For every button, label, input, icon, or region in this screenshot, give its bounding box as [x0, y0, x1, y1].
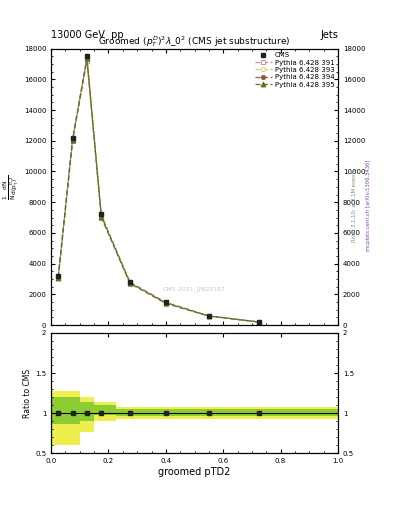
- Pythia 6.428 394: [70, 135, 75, 141]
- Pythia 6.428 394: [128, 279, 132, 285]
- Pythia 6.428 394: [84, 55, 89, 61]
- Pythia 6.428 393: [84, 56, 89, 62]
- Text: 13000 GeV  pp: 13000 GeV pp: [51, 30, 124, 40]
- CMS: [163, 299, 168, 305]
- Y-axis label: $\mathregular{\frac{1}{N}\frac{dN}{d(p_T^D)^2}}$: $\mathregular{\frac{1}{N}\frac{dN}{d(p_T…: [2, 174, 21, 200]
- Text: mcplots.cern.ch [arXiv:1306.3436]: mcplots.cern.ch [arXiv:1306.3436]: [366, 159, 371, 250]
- Pythia 6.428 395: [257, 319, 261, 325]
- CMS: [56, 273, 61, 279]
- Line: Pythia 6.428 395: Pythia 6.428 395: [56, 55, 261, 325]
- Text: Rivet 3.1.10; ≥ 3.1M events: Rivet 3.1.10; ≥ 3.1M events: [352, 168, 357, 242]
- CMS: [70, 135, 75, 141]
- Line: Pythia 6.428 393: Pythia 6.428 393: [56, 57, 261, 324]
- Pythia 6.428 391: [56, 274, 61, 281]
- Y-axis label: Ratio to CMS: Ratio to CMS: [23, 369, 32, 418]
- Pythia 6.428 391: [257, 319, 261, 325]
- CMS: [257, 319, 261, 325]
- Title: Groomed $(p_T^D)^2\lambda\_0^2$ (CMS jet substructure): Groomed $(p_T^D)^2\lambda\_0^2$ (CMS jet…: [98, 34, 291, 49]
- CMS: [207, 313, 211, 319]
- CMS: [99, 211, 104, 218]
- Line: Pythia 6.428 394: Pythia 6.428 394: [56, 56, 261, 324]
- Pythia 6.428 394: [257, 319, 261, 325]
- Pythia 6.428 391: [207, 313, 211, 319]
- Pythia 6.428 393: [70, 136, 75, 142]
- Line: CMS: CMS: [56, 54, 261, 325]
- CMS: [128, 279, 132, 285]
- Pythia 6.428 391: [163, 301, 168, 307]
- Pythia 6.428 395: [128, 280, 132, 286]
- Pythia 6.428 395: [84, 55, 89, 61]
- Pythia 6.428 393: [163, 300, 168, 306]
- Pythia 6.428 393: [56, 273, 61, 280]
- Pythia 6.428 393: [207, 313, 211, 319]
- Pythia 6.428 394: [56, 273, 61, 279]
- CMS: [84, 53, 89, 59]
- Pythia 6.428 394: [207, 313, 211, 319]
- Pythia 6.428 395: [56, 275, 61, 281]
- Pythia 6.428 391: [128, 281, 132, 287]
- Legend: CMS, Pythia 6.428 391, Pythia 6.428 393, Pythia 6.428 394, Pythia 6.428 395: CMS, Pythia 6.428 391, Pythia 6.428 393,…: [253, 51, 336, 89]
- Pythia 6.428 391: [84, 58, 89, 64]
- Pythia 6.428 393: [128, 280, 132, 286]
- Pythia 6.428 393: [257, 319, 261, 325]
- Pythia 6.428 391: [70, 138, 75, 144]
- Pythia 6.428 395: [99, 214, 104, 220]
- Pythia 6.428 395: [70, 137, 75, 143]
- Pythia 6.428 393: [99, 213, 104, 219]
- Line: Pythia 6.428 391: Pythia 6.428 391: [56, 59, 261, 324]
- X-axis label: groomed pTD2: groomed pTD2: [158, 467, 231, 477]
- Text: Jets: Jets: [320, 30, 338, 40]
- Pythia 6.428 394: [163, 300, 168, 306]
- Pythia 6.428 395: [207, 313, 211, 319]
- Pythia 6.428 391: [99, 215, 104, 221]
- Text: CMS-2021_JJN20187: CMS-2021_JJN20187: [163, 286, 226, 292]
- Pythia 6.428 394: [99, 212, 104, 218]
- Pythia 6.428 395: [163, 300, 168, 306]
